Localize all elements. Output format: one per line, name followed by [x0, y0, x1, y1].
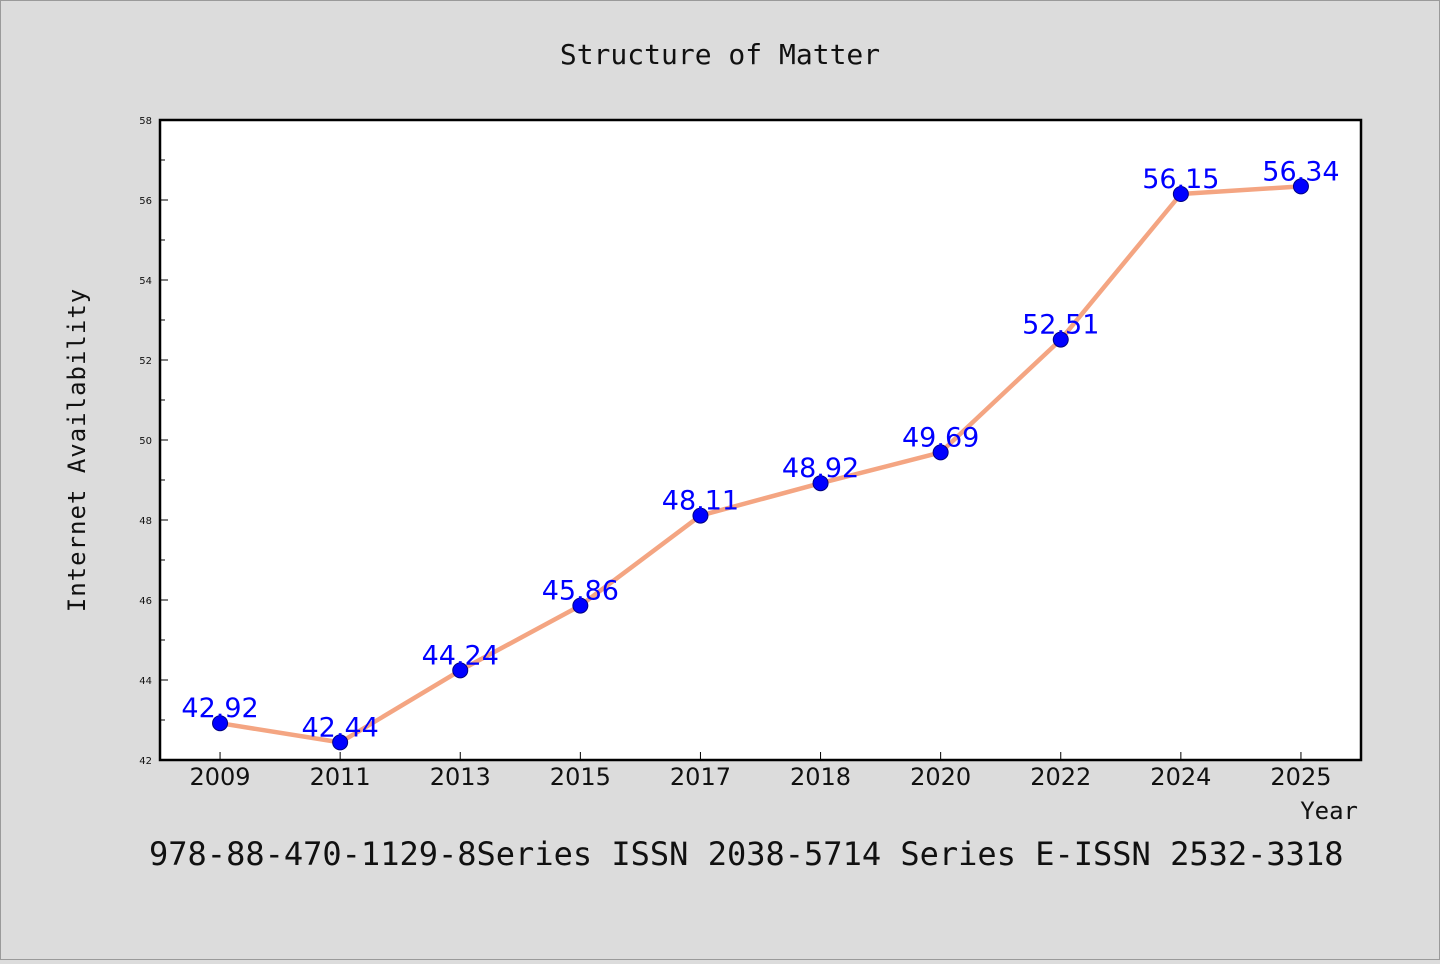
data-point	[1052, 331, 1069, 348]
y-tick-label: 52	[139, 356, 152, 367]
data-point	[1172, 186, 1189, 202]
y-tick-label: 42	[139, 756, 152, 767]
x-tick-label: 2024	[1150, 763, 1211, 791]
chart-title: Structure of Matter	[560, 38, 880, 71]
data-point	[1292, 178, 1309, 195]
data-point	[332, 734, 349, 751]
data-label: 56.15	[1142, 164, 1219, 195]
data-label: 48.11	[662, 486, 739, 517]
x-tick-label: 2018	[790, 763, 851, 791]
data-label: 42.92	[181, 693, 258, 724]
x-tick-label: 2009	[190, 763, 251, 791]
series-layer	[212, 178, 1309, 751]
y-tick-label: 58	[139, 116, 152, 127]
y-tick-label: 44	[139, 676, 152, 687]
data-point	[812, 475, 829, 492]
data-label: 44.24	[422, 640, 499, 671]
data-labels: 42.92 42.44 44.24 45.86 48.11 48.92 49.69 52.51…	[181, 156, 1339, 743]
data-label: 56.34	[1262, 156, 1339, 187]
data-label: 49.69	[902, 422, 979, 453]
x-tick-label: 2025	[1270, 763, 1331, 791]
x-tick-label: 2011	[310, 763, 371, 791]
data-point	[692, 507, 709, 524]
data-point	[932, 444, 949, 461]
x-tick-label: 2015	[550, 763, 611, 791]
series-line	[217, 184, 1304, 745]
y-tick-label: 46	[139, 596, 152, 607]
y-tick-label: 54	[139, 276, 152, 287]
footer-text: 978-88-470-1129-8Series ISSN 2038-5714 S…	[149, 835, 1343, 873]
data-point	[452, 662, 469, 679]
y-axis-ticks: 42 44 46 48 50 52 54 56 58	[139, 116, 168, 767]
y-tick-label: 56	[139, 196, 152, 207]
data-label: 48.92	[782, 453, 859, 484]
y-tick-label: 50	[139, 436, 152, 447]
y-axis-label: Internet Availability	[63, 288, 91, 612]
plot-area	[158, 118, 1363, 762]
x-tick-label: 2020	[910, 763, 971, 791]
data-label: 52.51	[1022, 310, 1099, 341]
data-label: 42.44	[302, 712, 379, 743]
data-label: 45.86	[542, 576, 619, 607]
x-tick-label: 2013	[430, 763, 491, 791]
x-tick-label: 2017	[670, 763, 731, 791]
data-point	[572, 597, 589, 614]
y-tick-label: 48	[139, 516, 152, 527]
x-tick-label: 2022	[1030, 763, 1091, 791]
data-point	[212, 715, 229, 732]
x-axis-label: Year	[1300, 797, 1358, 825]
x-axis-ticks: 2009 2011 2013 2015 2017 2018 2020 2022 2024 2025	[190, 752, 1331, 791]
